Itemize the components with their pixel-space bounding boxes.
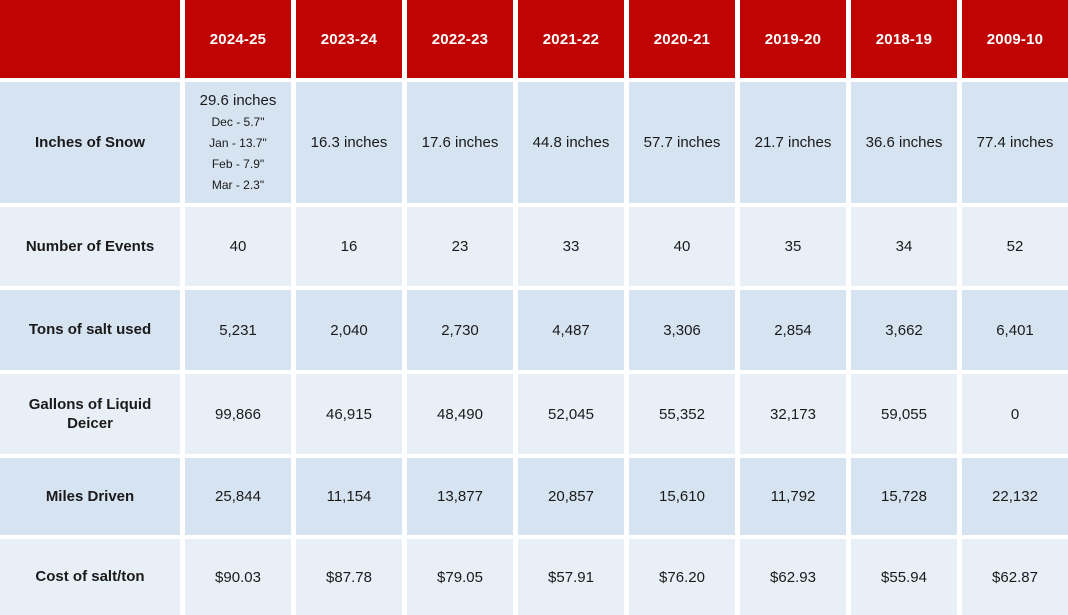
table-cell: 55,352 xyxy=(629,374,735,454)
table-cell: 99,866 xyxy=(185,374,291,454)
table-cell: $76.20 xyxy=(629,539,735,615)
table-cell: 11,792 xyxy=(740,458,846,535)
table-cell: 15,728 xyxy=(851,458,957,535)
snow-month-jan: Jan - 13.7" xyxy=(209,136,267,150)
snow-month-mar: Mar - 2.3" xyxy=(211,178,265,192)
table-cell: 77.4 inches xyxy=(962,82,1068,203)
snow-month-dec: Dec - 5.7" xyxy=(211,115,265,129)
table-cell: 16.3 inches xyxy=(296,82,402,203)
table-cell: 15,610 xyxy=(629,458,735,535)
table-cell-snow-2024-25: 29.6 inches Dec - 5.7" Jan - 13.7" Feb -… xyxy=(185,82,291,203)
table-cell: 22,132 xyxy=(962,458,1068,535)
col-header-2023-24: 2023-24 xyxy=(296,0,402,78)
col-header-2020-21: 2020-21 xyxy=(629,0,735,78)
table-cell: 5,231 xyxy=(185,290,291,370)
table-cell: 16 xyxy=(296,207,402,286)
corner-cell xyxy=(0,0,180,78)
table-cell: 6,401 xyxy=(962,290,1068,370)
table-cell: 44.8 inches xyxy=(518,82,624,203)
table-cell: 34 xyxy=(851,207,957,286)
table-cell: 48,490 xyxy=(407,374,513,454)
row-label-cost-of-salt-per-ton: Cost of salt/ton xyxy=(0,539,180,615)
table-cell: 33 xyxy=(518,207,624,286)
table-cell: 40 xyxy=(185,207,291,286)
table-cell: 40 xyxy=(629,207,735,286)
table-cell: $90.03 xyxy=(185,539,291,615)
table-cell: $62.87 xyxy=(962,539,1068,615)
row-label-miles-driven: Miles Driven xyxy=(0,458,180,535)
table-cell: 46,915 xyxy=(296,374,402,454)
table-cell: $62.93 xyxy=(740,539,846,615)
col-header-2021-22: 2021-22 xyxy=(518,0,624,78)
table-cell: 21.7 inches xyxy=(740,82,846,203)
table-cell: 13,877 xyxy=(407,458,513,535)
col-header-2009-10: 2009-10 xyxy=(962,0,1068,78)
col-header-2018-19: 2018-19 xyxy=(851,0,957,78)
table-cell: 57.7 inches xyxy=(629,82,735,203)
table-cell: 35 xyxy=(740,207,846,286)
table-cell: $55.94 xyxy=(851,539,957,615)
table-cell: 32,173 xyxy=(740,374,846,454)
table-cell: 2,040 xyxy=(296,290,402,370)
table-cell: 11,154 xyxy=(296,458,402,535)
table-cell: 52 xyxy=(962,207,1068,286)
snow-breakdown-block: 29.6 inches Dec - 5.7" Jan - 13.7" Feb -… xyxy=(200,90,277,195)
table-cell: 23 xyxy=(407,207,513,286)
row-label-tons-of-salt: Tons of salt used xyxy=(0,290,180,370)
table-cell: 52,045 xyxy=(518,374,624,454)
table-cell: $79.05 xyxy=(407,539,513,615)
table-cell: 3,662 xyxy=(851,290,957,370)
col-header-2019-20: 2019-20 xyxy=(740,0,846,78)
table-cell: 4,487 xyxy=(518,290,624,370)
table-cell: 20,857 xyxy=(518,458,624,535)
col-header-2024-25: 2024-25 xyxy=(185,0,291,78)
snow-month-feb: Feb - 7.9" xyxy=(211,157,265,171)
snow-total-2024-25: 29.6 inches xyxy=(199,92,277,109)
table-cell: 25,844 xyxy=(185,458,291,535)
row-label-inches-of-snow: Inches of Snow xyxy=(0,82,180,203)
table-cell: $57.91 xyxy=(518,539,624,615)
table-cell: 3,306 xyxy=(629,290,735,370)
table-cell: 2,730 xyxy=(407,290,513,370)
table-cell: $87.78 xyxy=(296,539,402,615)
row-label-gallons-of-liquid-deicer: Gallons of Liquid Deicer xyxy=(0,374,180,454)
table-cell: 2,854 xyxy=(740,290,846,370)
table-cell: 36.6 inches xyxy=(851,82,957,203)
table-cell: 59,055 xyxy=(851,374,957,454)
row-label-number-of-events: Number of Events xyxy=(0,207,180,286)
col-header-2022-23: 2022-23 xyxy=(407,0,513,78)
table-cell: 17.6 inches xyxy=(407,82,513,203)
table-cell: 0 xyxy=(962,374,1068,454)
